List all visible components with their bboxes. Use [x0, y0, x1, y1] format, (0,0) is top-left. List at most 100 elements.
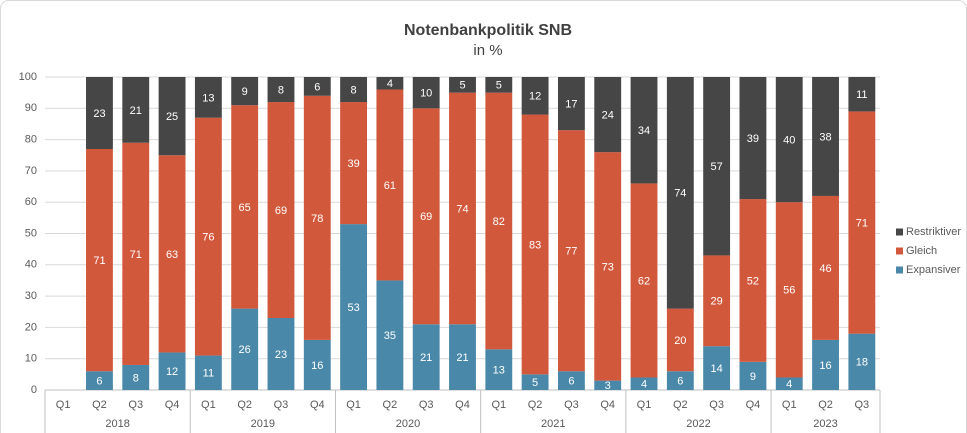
bar-segment — [267, 77, 295, 103]
value-label: 40 — [783, 135, 795, 147]
value-label: 63 — [166, 249, 178, 261]
x-tick-label: Q1 — [491, 399, 506, 411]
value-label: 12 — [529, 91, 541, 103]
y-tick-label: 0 — [31, 384, 37, 396]
value-label: 39 — [347, 158, 359, 170]
value-label: 24 — [602, 109, 614, 121]
group-label: 2021 — [541, 418, 565, 430]
x-tick-label: Q2 — [673, 399, 688, 411]
x-tick-label: Q4 — [455, 399, 470, 411]
bar-segment — [521, 374, 549, 390]
value-label: 21 — [456, 352, 468, 364]
x-tick-label: Q3 — [128, 399, 143, 411]
bar-segment — [412, 108, 440, 325]
bar-segment — [158, 77, 186, 156]
bar-segment — [412, 77, 440, 109]
value-label: 4 — [641, 379, 647, 391]
bar-segment — [739, 361, 767, 390]
bar-segment — [267, 318, 295, 390]
bar-segment — [303, 339, 331, 390]
value-label: 82 — [493, 216, 505, 228]
bar-segment — [775, 377, 803, 390]
bar-segment — [122, 142, 150, 365]
bar-segment — [231, 105, 259, 309]
value-label: 11 — [203, 368, 214, 380]
chart-title: Notenbankpolitik SNB — [404, 22, 572, 39]
value-label: 8 — [351, 84, 357, 96]
bar-segment — [739, 199, 767, 362]
value-label: 35 — [384, 330, 396, 342]
group-label: 2020 — [396, 418, 420, 430]
y-tick-label: 70 — [25, 165, 37, 177]
value-label: 5 — [459, 80, 465, 92]
bar-segment — [594, 77, 622, 153]
bar-segment — [703, 77, 731, 256]
bar-segment — [449, 324, 476, 390]
bar-segment — [812, 77, 839, 196]
bar-segment — [557, 130, 585, 372]
value-label: 9 — [242, 86, 248, 98]
bar-segment — [231, 308, 259, 390]
value-label: 71 — [93, 255, 105, 267]
x-tick-label: Q2 — [383, 399, 398, 411]
x-tick-label: Q2 — [528, 399, 543, 411]
y-tick-label: 90 — [25, 102, 37, 114]
value-label: 13 — [493, 365, 505, 377]
legend-swatch — [896, 228, 903, 236]
value-label: 69 — [420, 211, 432, 223]
value-label: 23 — [93, 108, 105, 120]
y-tick-label: 40 — [25, 259, 37, 271]
value-label: 18 — [856, 357, 868, 369]
value-label: 52 — [747, 275, 759, 287]
y-tick-label: 10 — [25, 353, 37, 365]
value-label: 12 — [166, 366, 178, 378]
bar-segment — [340, 77, 368, 103]
bar-segment — [86, 148, 113, 372]
bar-segment — [158, 155, 186, 353]
value-label: 83 — [529, 239, 541, 251]
legend-swatch — [896, 266, 903, 274]
bar-segment — [376, 77, 404, 90]
bar-segment — [303, 95, 331, 340]
bar-segment — [194, 355, 222, 390]
x-tick-label: Q1 — [201, 399, 216, 411]
value-label: 9 — [750, 371, 756, 383]
y-tick-label: 50 — [25, 227, 37, 239]
bar-segment — [122, 364, 150, 390]
value-label: 20 — [674, 335, 686, 347]
legend-swatch — [896, 247, 903, 255]
bar-segment — [848, 333, 876, 390]
value-label: 10 — [420, 88, 432, 100]
value-label: 34 — [638, 125, 650, 137]
bar-segment — [666, 371, 694, 390]
y-tick-label: 20 — [25, 321, 37, 333]
value-label: 5 — [496, 80, 502, 92]
value-label: 14 — [711, 363, 723, 375]
value-label: 8 — [133, 372, 139, 384]
group-label: 2019 — [251, 418, 275, 430]
value-label: 5 — [532, 377, 538, 389]
value-label: 71 — [856, 217, 868, 229]
value-label: 29 — [711, 296, 723, 308]
bar-segment — [630, 77, 658, 184]
group-label: 2022 — [686, 418, 710, 430]
y-tick-label: 100 — [19, 71, 37, 83]
value-label: 16 — [311, 360, 323, 372]
value-label: 21 — [130, 105, 142, 117]
x-tick-label: Q3 — [564, 399, 579, 411]
bar-segment — [703, 255, 731, 347]
bar-segment — [267, 102, 295, 319]
bar-segment — [86, 371, 113, 390]
value-label: 74 — [456, 203, 468, 215]
bar-segment — [557, 77, 585, 131]
bar-segment — [194, 77, 222, 118]
bar-segment — [630, 183, 658, 378]
value-label: 4 — [387, 78, 393, 90]
value-label: 71 — [130, 249, 142, 261]
value-label: 38 — [819, 131, 831, 143]
value-label: 6 — [314, 81, 320, 93]
bar-segment — [848, 111, 876, 334]
value-label: 6 — [96, 376, 102, 388]
x-tick-label: Q4 — [165, 399, 180, 411]
value-label: 46 — [819, 263, 831, 275]
